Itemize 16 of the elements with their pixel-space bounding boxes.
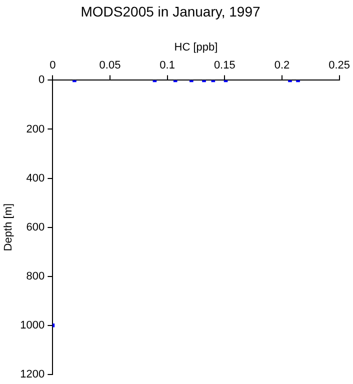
y-tick-label: 1200	[20, 368, 45, 380]
y-axis-title: Depth [m]	[2, 203, 15, 252]
x-axis-title: HC [ppb]	[174, 41, 218, 54]
x-tick-label: 0.2	[274, 60, 290, 72]
y-tick-label: 200	[26, 123, 45, 136]
x-tick-label: 0.1	[160, 60, 175, 72]
chart-title: MODS2005 in January, 1997	[80, 3, 260, 20]
x-tick-label: 0.05	[99, 60, 121, 72]
y-tick-label: 800	[26, 270, 45, 282]
y-tick-label: 1000	[20, 319, 45, 332]
y-tick-label: 400	[26, 172, 45, 184]
y-tick-label: 0	[38, 74, 45, 86]
x-tick-label: 0.25	[328, 60, 350, 72]
y-tick-label: 600	[26, 221, 45, 234]
x-tick-label: 0.15	[214, 60, 236, 72]
x-tick-label: 0	[50, 60, 56, 72]
